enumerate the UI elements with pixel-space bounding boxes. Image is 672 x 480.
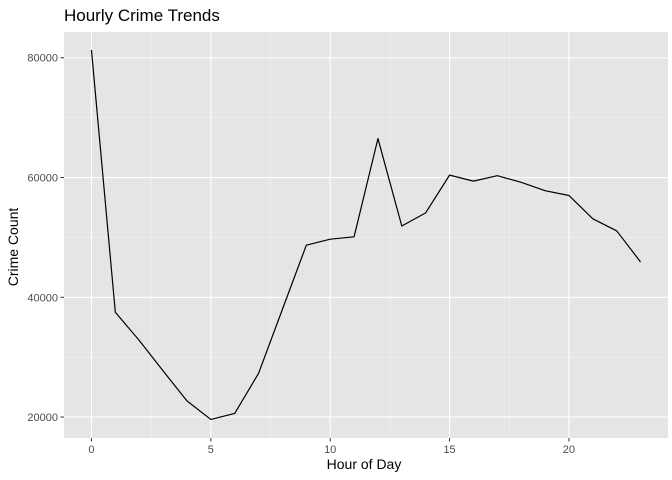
chart-title: Hourly Crime Trends — [64, 6, 220, 25]
x-axis-title: Hour of Day — [327, 456, 402, 472]
x-axis: 0 5 10 15 20 — [88, 438, 575, 456]
x-tick-label: 5 — [208, 444, 214, 456]
y-tick-label: 60000 — [27, 173, 58, 185]
x-tick-label: 15 — [443, 444, 455, 456]
series-layer — [90, 49, 642, 421]
y-tick-label: 40000 — [27, 292, 58, 304]
y-axis-title: Crime Count — [5, 208, 21, 287]
x-tick-label: 0 — [88, 444, 94, 456]
minor-gridlines — [64, 32, 668, 438]
plot-panel — [64, 32, 668, 438]
y-tick-label: 80000 — [27, 53, 58, 65]
x-tick-label: 20 — [563, 444, 575, 456]
major-gridlines — [64, 32, 668, 438]
series-line — [90, 49, 642, 421]
y-tick-label: 20000 — [27, 412, 58, 424]
x-tick-label: 10 — [324, 444, 336, 456]
y-axis: 20000 40000 60000 80000 — [27, 53, 64, 424]
